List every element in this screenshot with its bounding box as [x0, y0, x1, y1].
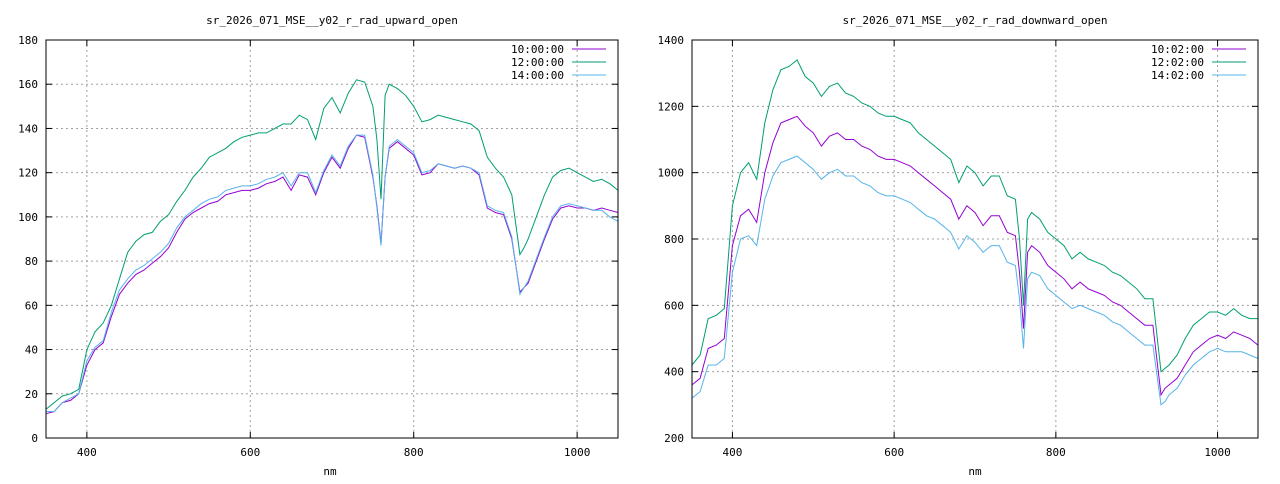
- x-tick-label: 600: [240, 446, 260, 459]
- y-tick-label: 20: [25, 388, 38, 401]
- series-line-1: [691, 115, 1259, 397]
- y-tick-label: 100: [18, 211, 38, 224]
- x-tick-label: 800: [1046, 446, 1066, 459]
- x-tick-label: 800: [404, 446, 424, 459]
- chart-title: sr_2026_071_MSE__y02_r_rad_upward_open: [206, 14, 458, 27]
- y-tick-label: 1000: [658, 167, 685, 180]
- legend-label: 14:02:00: [1151, 69, 1204, 82]
- legend-label: 12:02:00: [1151, 56, 1204, 69]
- y-tick-label: 600: [664, 299, 684, 312]
- y-tick-label: 1400: [658, 34, 685, 47]
- y-tick-label: 400: [664, 366, 684, 379]
- y-tick-label: 60: [25, 299, 38, 312]
- chart-title: sr_2026_071_MSE__y02_r_rad_downward_open: [843, 14, 1108, 27]
- legend-label: 10:00:00: [511, 43, 564, 56]
- x-tick-label: 400: [722, 446, 742, 459]
- chart-1: 0 20 40 60 80 100 120 140 160 180 400 600 800 1000 sr_…: [18, 14, 619, 478]
- series-line-2: [45, 79, 619, 410]
- y-tick-label: 40: [25, 344, 38, 357]
- legend-label: 12:00:00: [511, 56, 564, 69]
- x-tick-label: 1000: [564, 446, 591, 459]
- y-tick-label: 0: [31, 432, 38, 445]
- legend-label: 14:00:00: [511, 69, 564, 82]
- y-tick-label: 120: [18, 167, 38, 180]
- y-tick-label: 1200: [658, 100, 685, 113]
- y-tick-label: 180: [18, 34, 38, 47]
- y-tick-label: 160: [18, 78, 38, 91]
- legend-label: 10:02:00: [1151, 43, 1204, 56]
- x-axis-label: nm: [968, 465, 982, 478]
- series-line-2: [691, 59, 1258, 373]
- y-tick-label: 140: [18, 122, 38, 135]
- x-tick-label: 1000: [1204, 446, 1231, 459]
- y-tick-label: 80: [25, 255, 38, 268]
- series-line-3: [691, 155, 1259, 406]
- chart-2: 200 400 600 800 1000 1200 1400 400 600 800 1000 sr_…: [658, 14, 1259, 478]
- x-tick-label: 600: [884, 446, 904, 459]
- y-tick-label: 200: [664, 432, 684, 445]
- series-line-3: [46, 134, 619, 412]
- y-tick-label: 800: [664, 233, 684, 246]
- x-axis-label: nm: [323, 465, 337, 478]
- x-tick-label: 400: [77, 446, 97, 459]
- plot-frame: [45, 39, 619, 439]
